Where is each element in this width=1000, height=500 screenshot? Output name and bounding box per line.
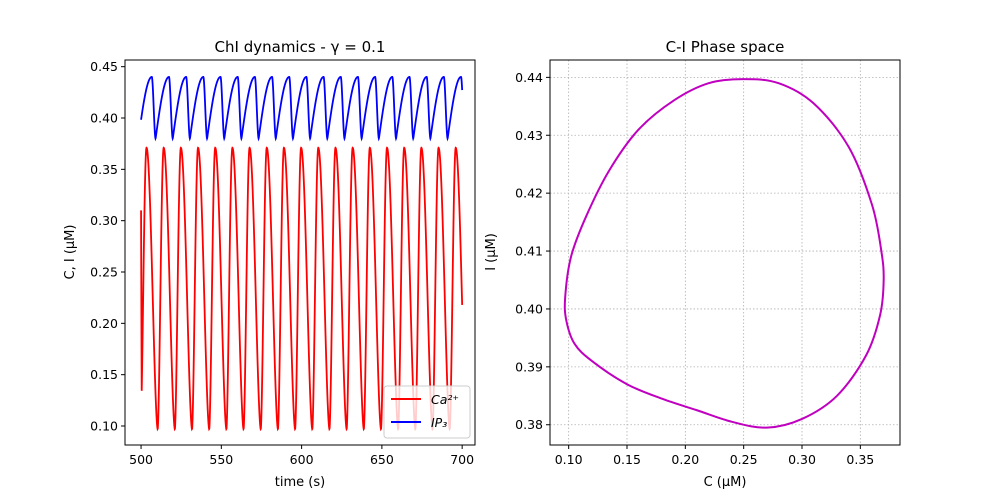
left-chart-x-axis-label: time (s) bbox=[275, 475, 325, 490]
x-tick-label: 0.20 bbox=[671, 452, 699, 467]
right-chart-ticks: 0.10 0.15 0.20 0.25 0.30 0.35 0.38 0.39 0.40 0.41… bbox=[515, 70, 874, 467]
right-chart-y-axis-label: I (μM) bbox=[484, 233, 499, 271]
ca-series-line bbox=[140, 146, 464, 432]
legend-ip3-label: IP₃ bbox=[431, 415, 447, 430]
right-chart-series bbox=[563, 78, 885, 429]
y-tick-label: 0.25 bbox=[90, 265, 118, 280]
y-tick-label: 0.44 bbox=[515, 70, 543, 85]
y-tick-label: 0.38 bbox=[515, 417, 543, 432]
right-chart-axes-frame bbox=[549, 59, 901, 446]
y-tick-label: 0.39 bbox=[515, 359, 543, 374]
left-chart: ChI dynamics - γ = 0.1 500 550 600 650 700 0.… bbox=[63, 38, 476, 490]
left-chart-ticks: 500 550 600 650 700 0.10 0.15 0.20 0.25 0.30 0.35 0… bbox=[90, 59, 474, 467]
right-chart: C-I Phase space 0.10 0.15 0.20 0.25 0.30 0.35… bbox=[484, 38, 901, 490]
x-tick-label: 0.35 bbox=[846, 452, 874, 467]
ip3-series-line bbox=[140, 76, 464, 142]
y-tick-label: 0.40 bbox=[515, 301, 543, 316]
y-tick-label: 0.20 bbox=[90, 316, 118, 331]
y-tick-label: 0.35 bbox=[90, 162, 118, 177]
y-tick-label: 0.15 bbox=[90, 367, 118, 382]
x-tick-label: 550 bbox=[209, 452, 233, 467]
right-chart-title: C-I Phase space bbox=[666, 38, 785, 56]
x-tick-label: 650 bbox=[370, 452, 394, 467]
x-tick-label: 700 bbox=[450, 452, 474, 467]
left-chart-title: ChI dynamics - γ = 0.1 bbox=[215, 38, 386, 56]
y-tick-label: 0.40 bbox=[90, 111, 118, 126]
x-tick-label: 0.15 bbox=[613, 452, 641, 467]
y-tick-label: 0.41 bbox=[515, 244, 543, 259]
legend: Ca²⁺ IP₃ bbox=[383, 385, 471, 439]
right-chart-grid bbox=[550, 60, 900, 445]
left-chart-y-axis-label: C, I (μM) bbox=[63, 225, 78, 280]
x-tick-label: 0.10 bbox=[555, 452, 583, 467]
legend-ca-label: Ca²⁺ bbox=[431, 392, 459, 407]
y-tick-label: 0.30 bbox=[90, 213, 118, 228]
y-tick-label: 0.45 bbox=[90, 59, 118, 74]
right-chart-x-axis-label: C (μM) bbox=[704, 475, 747, 490]
left-chart-axes-frame bbox=[124, 59, 476, 446]
y-tick-label: 0.10 bbox=[90, 419, 118, 434]
phase-space-loop bbox=[563, 78, 885, 429]
x-tick-label: 500 bbox=[129, 452, 153, 467]
x-tick-label: 0.25 bbox=[730, 452, 758, 467]
x-tick-label: 600 bbox=[290, 452, 314, 467]
x-tick-label: 0.30 bbox=[788, 452, 816, 467]
y-tick-label: 0.42 bbox=[515, 186, 543, 201]
y-tick-label: 0.43 bbox=[515, 128, 543, 143]
left-chart-series bbox=[140, 76, 464, 432]
